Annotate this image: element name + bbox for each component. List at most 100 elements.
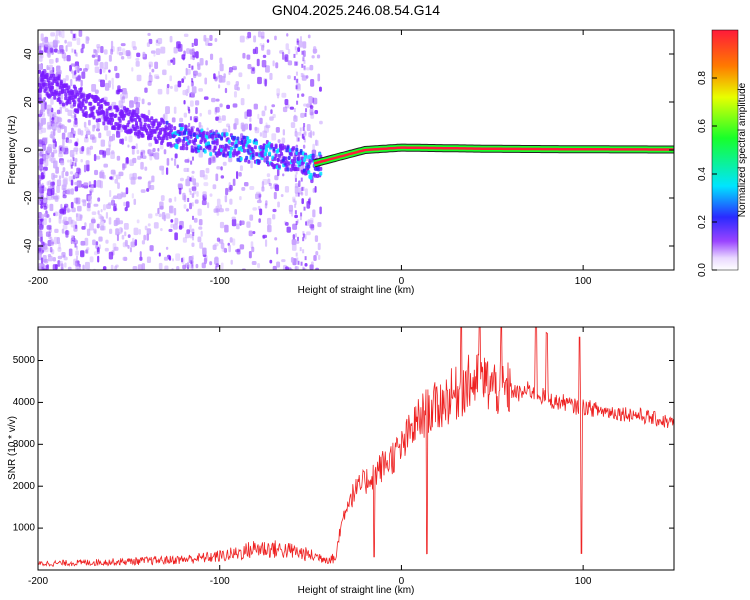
noise-speck — [38, 55, 43, 62]
noise-speck — [269, 259, 273, 264]
noise-speck — [49, 47, 54, 53]
noise-speck — [38, 176, 41, 184]
noise-speck — [65, 170, 69, 175]
streak-speck — [74, 162, 77, 167]
noise-speck — [43, 205, 48, 210]
noise-speck — [230, 259, 233, 265]
noise-speck — [195, 71, 198, 76]
noise-speck — [89, 256, 94, 263]
noise-speck — [239, 244, 245, 250]
noise-speck — [183, 167, 189, 172]
noise-speck — [40, 191, 44, 200]
ridge-speck — [108, 105, 112, 110]
noise-speck — [140, 151, 143, 159]
noise-speck — [55, 195, 60, 200]
noise-speck — [229, 237, 233, 243]
streak-speck — [302, 56, 305, 61]
ridge-speck — [253, 145, 257, 150]
noise-speck — [49, 203, 54, 212]
noise-speck — [50, 181, 55, 186]
noise-speck — [39, 186, 45, 194]
noise-speck — [272, 113, 276, 119]
streak-speck — [75, 52, 78, 57]
noise-speck — [146, 187, 150, 192]
colorbar-ticks: 0.0 0.2 0.4 0.6 0.8 — [697, 71, 717, 277]
noise-speck — [129, 173, 135, 180]
noise-speck — [270, 109, 273, 115]
noise-speck — [88, 184, 92, 188]
streak-speck — [75, 150, 78, 155]
ridge-speck — [304, 154, 308, 159]
noise-speck — [284, 54, 289, 62]
noise-speck — [46, 121, 52, 130]
noise-speck — [196, 191, 199, 197]
ridge-speck — [265, 156, 269, 161]
ridge-speck — [79, 106, 83, 111]
noise-speck — [257, 263, 261, 269]
noise-speck — [114, 265, 118, 270]
noise-speck — [225, 187, 229, 196]
noise-speck — [309, 217, 314, 224]
noise-speck — [46, 146, 52, 151]
noise-speck — [127, 234, 131, 239]
noise-speck — [57, 247, 62, 252]
noise-speck — [183, 50, 186, 56]
noise-speck — [136, 219, 140, 224]
noise-speck — [284, 98, 289, 106]
noise-speck — [281, 92, 287, 98]
ridge-speck — [257, 159, 261, 164]
noise-speck — [53, 39, 57, 46]
noise-speck — [132, 46, 137, 51]
streak-speck — [296, 78, 299, 83]
streak-speck — [75, 141, 78, 146]
streak-speck — [303, 135, 306, 140]
streak-speck — [296, 38, 299, 43]
noise-speck — [70, 188, 74, 195]
noise-speck — [161, 169, 165, 176]
noise-speck — [68, 176, 72, 182]
streak-speck — [295, 61, 298, 66]
noise-speck — [44, 247, 49, 253]
ridge-speck — [295, 147, 299, 152]
noise-speck — [164, 265, 169, 270]
noise-speck — [99, 221, 105, 226]
noise-speck — [268, 182, 272, 187]
noise-speck — [96, 246, 100, 253]
noise-speck — [61, 30, 65, 39]
ridge-speck — [113, 126, 117, 131]
noise-speck — [100, 79, 105, 88]
noise-speck — [219, 103, 223, 108]
noise-speck — [147, 32, 151, 37]
noise-speck — [214, 243, 219, 247]
noise-speck — [56, 185, 60, 193]
noise-speck — [95, 50, 98, 57]
noise-speck — [269, 116, 274, 121]
noise-speck — [56, 57, 59, 63]
noise-speck — [172, 57, 176, 65]
ridge-speck — [307, 164, 311, 169]
ridge-speck — [293, 156, 297, 161]
noise-speck — [239, 195, 242, 201]
noise-speck — [93, 124, 96, 129]
streak-speck — [188, 188, 191, 193]
noise-speck — [259, 208, 263, 216]
noise-speck — [308, 95, 313, 104]
snr-x-tick-label-1: -100 — [210, 576, 230, 587]
noise-speck — [231, 218, 237, 227]
noise-speck — [80, 240, 86, 246]
noise-speck — [63, 205, 67, 212]
ridge-speck — [82, 93, 86, 98]
noise-speck — [173, 106, 177, 114]
noise-speck — [226, 81, 231, 86]
ridge-speck — [193, 137, 197, 142]
noise-speck — [57, 49, 61, 55]
noise-speck — [303, 103, 307, 107]
noise-speck — [41, 240, 44, 247]
noise-speck — [192, 70, 198, 76]
noise-speck — [81, 43, 85, 49]
noise-speck — [212, 156, 216, 162]
streak-speck — [299, 36, 302, 41]
noise-speck — [94, 230, 97, 235]
noise-speck — [38, 97, 42, 104]
